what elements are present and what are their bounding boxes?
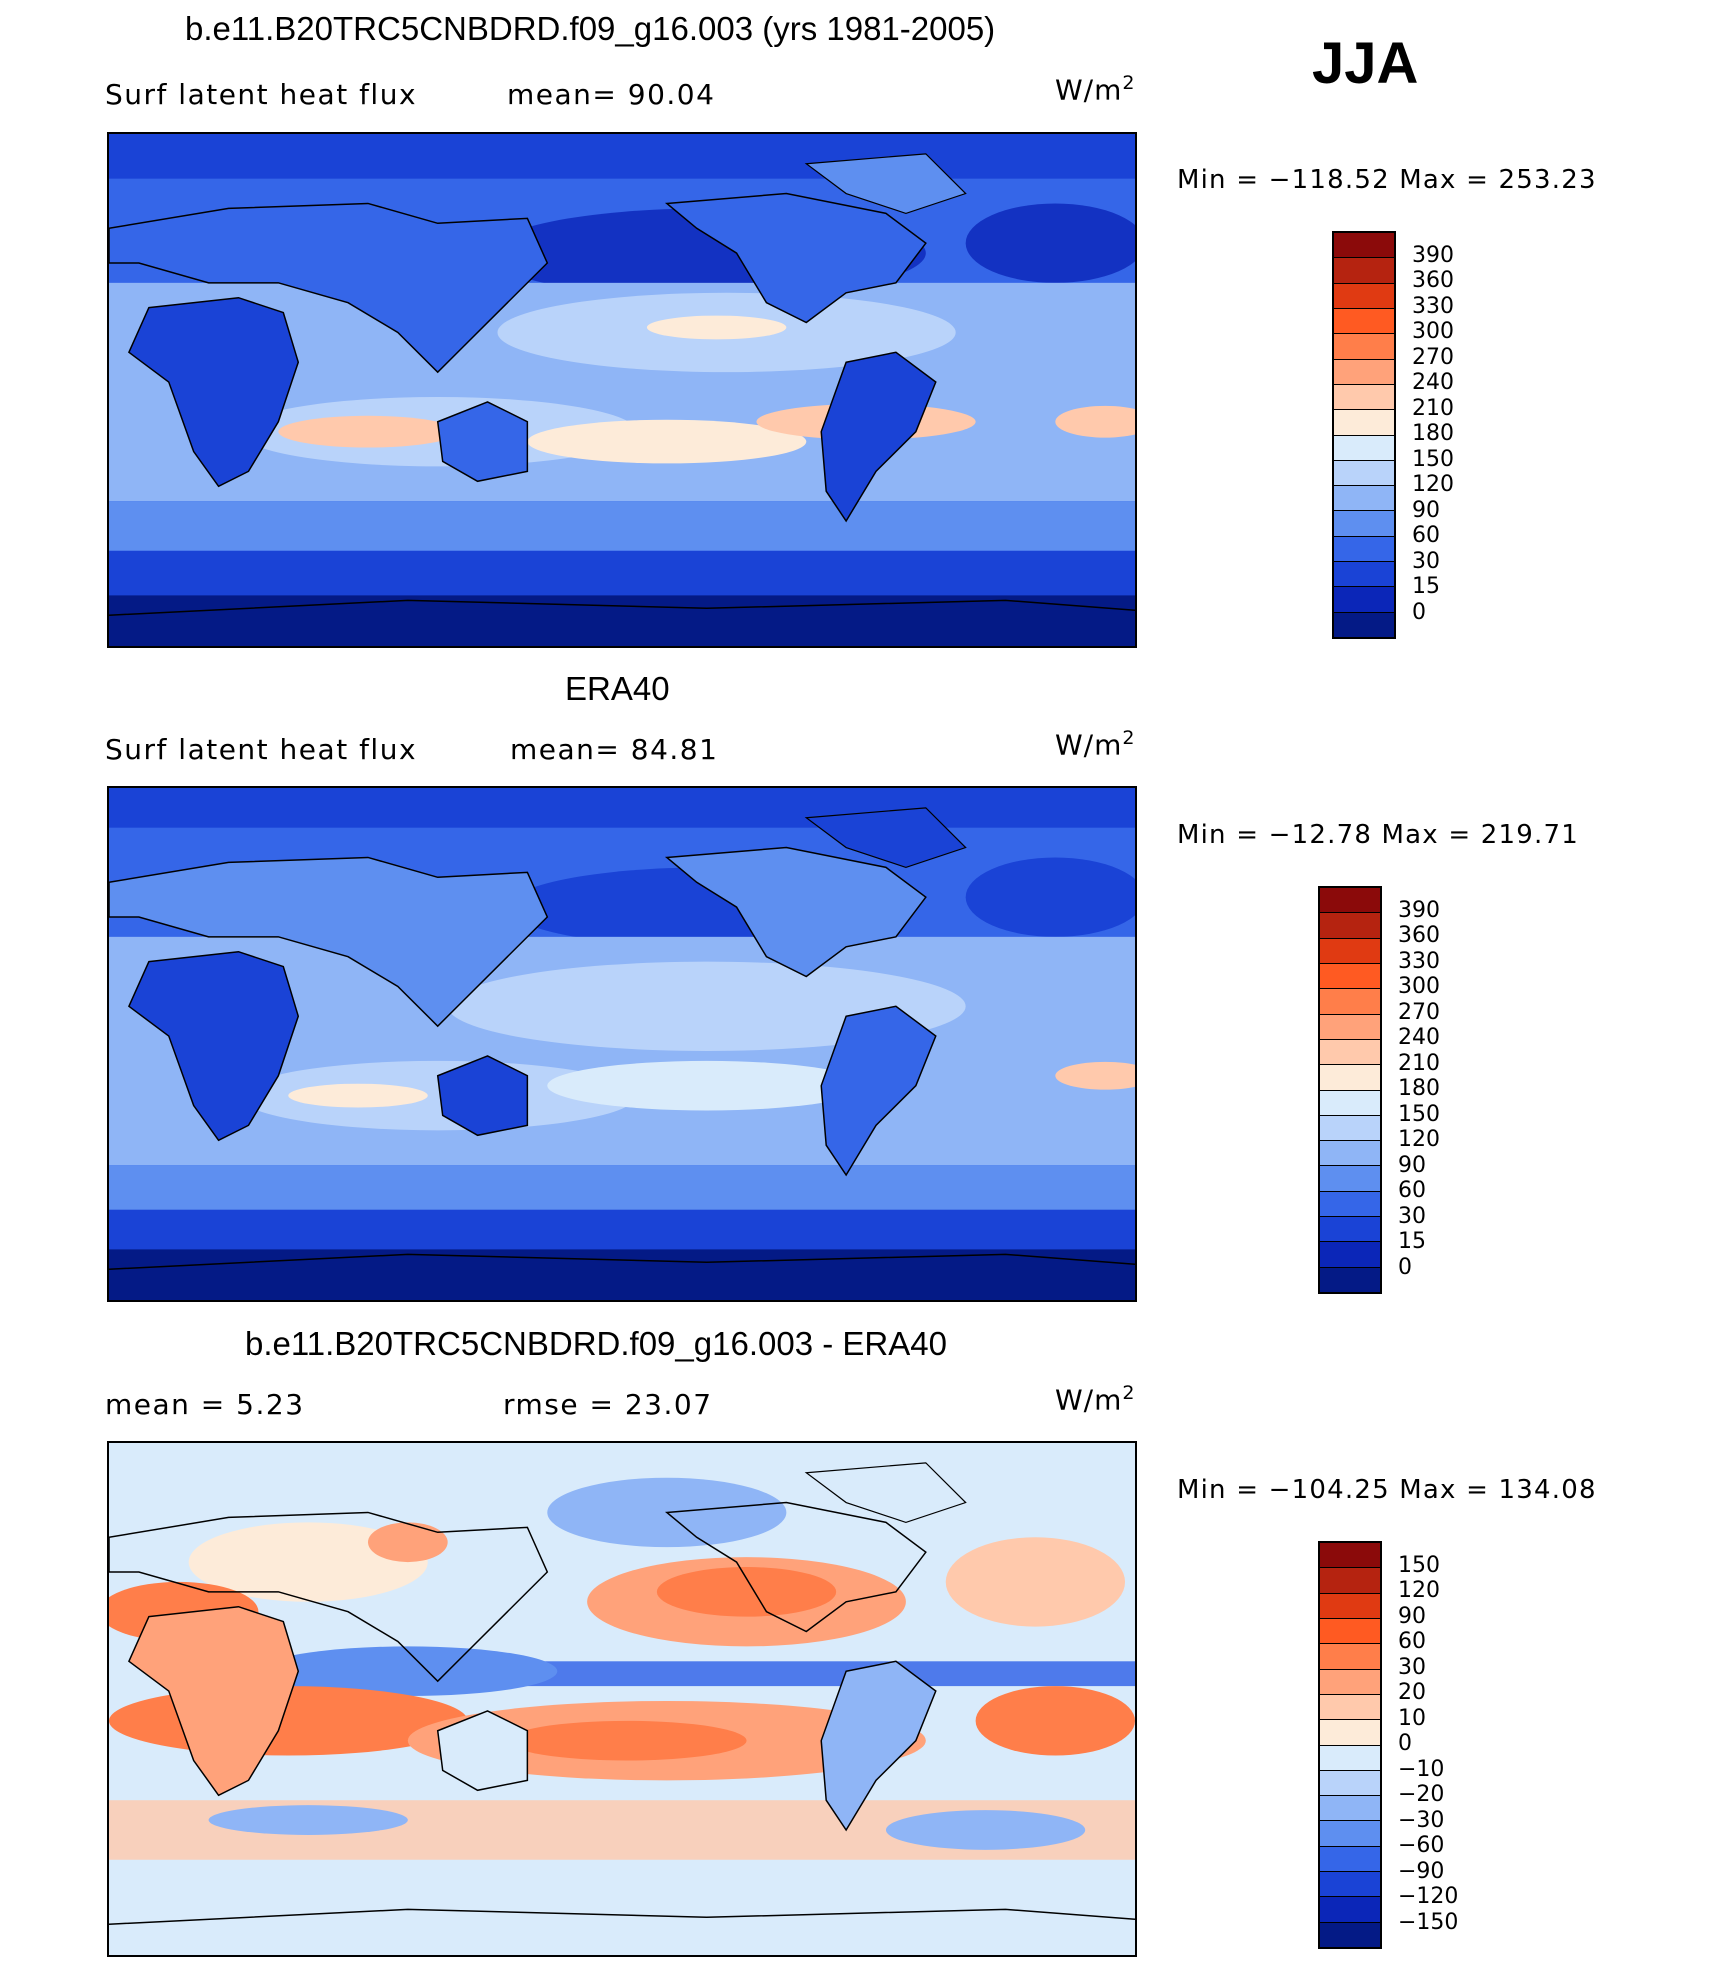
colorbar-tick-label: 270 [1398, 1000, 1440, 1025]
units-label: W/m2 [1055, 727, 1136, 762]
colorbar-tick-label: 0 [1412, 600, 1426, 625]
contour-map [109, 1443, 1135, 1955]
colorbar-tick-label: 210 [1398, 1051, 1440, 1076]
colorbar-tick-label: 60 [1412, 523, 1440, 548]
colorbar-tick-label: −90 [1398, 1859, 1445, 1884]
units-label: W/m2 [1055, 72, 1136, 107]
colorbar-tick-label: 60 [1398, 1178, 1426, 1203]
colorbar-tick-label: 300 [1412, 319, 1454, 344]
colorbar-tick-label: 390 [1412, 243, 1454, 268]
colorbar-tick-label: −150 [1398, 1910, 1459, 1935]
panel-title: b.e11.B20TRC5CNBDRD.f09_g16.003 (yrs 198… [185, 10, 996, 47]
colorbar-tick-label: 90 [1398, 1153, 1426, 1178]
colorbar-tick-label: 360 [1412, 268, 1454, 293]
colorbar-tick-label: 360 [1398, 923, 1440, 948]
colorbar-tick-label: 30 [1398, 1655, 1426, 1680]
panel-title: b.e11.B20TRC5CNBDRD.f09_g16.003 - ERA40 [245, 1325, 947, 1362]
colorbar-tick-label: 15 [1412, 574, 1440, 599]
colorbar [1318, 886, 1382, 1294]
variable-label: Surf latent heat flux [105, 78, 418, 111]
contour-map [109, 788, 1135, 1300]
season-label: JJA [1312, 31, 1419, 96]
colorbar-tick-label: 60 [1398, 1629, 1426, 1654]
colorbar-tick-label: 30 [1412, 549, 1440, 574]
colorbar-tick-label: 150 [1398, 1553, 1440, 1578]
colorbar-tick-label: −20 [1398, 1782, 1445, 1807]
colorbar-tick-label: 20 [1398, 1680, 1426, 1705]
colorbar [1318, 1541, 1382, 1949]
mean-label: mean = 5.23 [105, 1388, 305, 1421]
min-max-label: Min = −12.78 Max = 219.71 [1177, 820, 1579, 850]
mean-label: mean= 84.81 [510, 733, 719, 766]
colorbar-tick-label: 120 [1412, 472, 1454, 497]
map-panel [107, 132, 1137, 648]
colorbar-tick-label: 300 [1398, 974, 1440, 999]
colorbar-tick-label: 180 [1398, 1076, 1440, 1101]
colorbar-tick-label: −10 [1398, 1757, 1445, 1782]
contour-map [109, 134, 1135, 646]
colorbar-tick-label: 0 [1398, 1255, 1412, 1280]
min-max-label: Min = −104.25 Max = 134.08 [1177, 1475, 1597, 1505]
colorbar-tick-label: −60 [1398, 1833, 1445, 1858]
colorbar-tick-label: 330 [1398, 949, 1440, 974]
colorbar-tick-label: 120 [1398, 1578, 1440, 1603]
colorbar-tick-label: 15 [1398, 1229, 1426, 1254]
colorbar-tick-label: 150 [1398, 1102, 1440, 1127]
units-label: W/m2 [1055, 1382, 1136, 1417]
colorbar-tick-label: −120 [1398, 1884, 1459, 1909]
colorbar-tick-label: 90 [1412, 498, 1440, 523]
colorbar-tick-label: 240 [1412, 370, 1454, 395]
rmse-label: rmse = 23.07 [503, 1388, 713, 1421]
map-panel [107, 1441, 1137, 1957]
colorbar-tick-label: 90 [1398, 1604, 1426, 1629]
colorbar-tick-label: 330 [1412, 294, 1454, 319]
colorbar-tick-label: −30 [1398, 1808, 1445, 1833]
colorbar-tick-label: 390 [1398, 898, 1440, 923]
colorbar-tick-label: 210 [1412, 396, 1454, 421]
variable-label: Surf latent heat flux [105, 733, 418, 766]
colorbar [1332, 231, 1396, 639]
colorbar-tick-label: 120 [1398, 1127, 1440, 1152]
map-panel [107, 786, 1137, 1302]
colorbar-tick-label: 240 [1398, 1025, 1440, 1050]
min-max-label: Min = −118.52 Max = 253.23 [1177, 165, 1597, 195]
colorbar-tick-label: 150 [1412, 447, 1454, 472]
panel-title: ERA40 [565, 670, 670, 707]
colorbar-tick-label: 180 [1412, 421, 1454, 446]
colorbar-tick-label: 10 [1398, 1706, 1426, 1731]
colorbar-tick-label: 270 [1412, 345, 1454, 370]
mean-label: mean= 90.04 [507, 78, 716, 111]
colorbar-tick-label: 0 [1398, 1731, 1412, 1756]
colorbar-tick-label: 30 [1398, 1204, 1426, 1229]
